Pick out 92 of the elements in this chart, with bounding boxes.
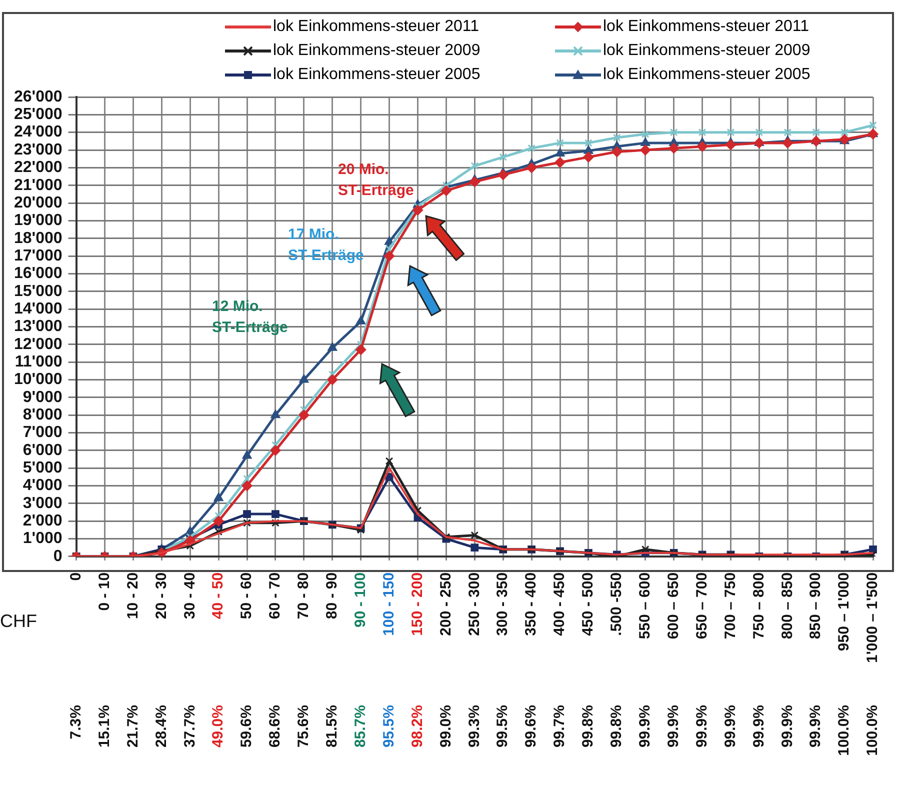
text: 95.5%	[380, 705, 398, 748]
y-tick-label: 17'000	[14, 247, 62, 264]
x-tick-label: 1'000 – 1'500	[864, 572, 882, 664]
y-tick-label: 16'000	[14, 265, 62, 282]
x-tick-label: 350 - 400	[522, 572, 540, 636]
x-tick-label: 200 - 250	[437, 572, 454, 636]
y-tick-label: 2'000	[22, 512, 62, 530]
x-tick-label: 40 - 50	[210, 572, 227, 620]
x-tick-label: 0	[67, 572, 84, 581]
x-tick-label: 850 – 900	[807, 572, 824, 640]
x-tick-label: 20 - 30	[152, 572, 170, 620]
text: 15.1%	[96, 705, 113, 748]
y-tick-label: 26'000	[14, 88, 62, 106]
y-tick-label: 0	[53, 548, 62, 565]
x-tick-label: 550 – 600	[636, 572, 654, 640]
text: 68.6%	[266, 705, 284, 748]
x-tick-label: 600 – 650	[664, 572, 682, 640]
x-tick-label: 80 - 90	[324, 572, 341, 620]
x-tick-label: 800 – 850	[778, 572, 796, 640]
text: 99.9%	[693, 705, 710, 748]
text: 99.8%	[580, 705, 597, 748]
y-tick-label: 20'000	[14, 194, 62, 212]
x-tick-label: 10 - 20	[124, 572, 142, 620]
y-tick-label: 11'000	[14, 353, 62, 370]
y-tick-label: 4'000	[22, 477, 62, 494]
text: 7.3%	[67, 705, 84, 740]
text: 99.9%	[722, 705, 739, 748]
y-tick-label: 23'000	[14, 141, 62, 158]
text: 99.9%	[807, 705, 824, 748]
x-tick-label: 70 - 80	[295, 572, 312, 620]
y-tick-label: 6'000	[22, 442, 62, 459]
x-tick-label: 950 – 1'000	[836, 572, 853, 652]
x-tick-label: 400 - 450	[551, 572, 568, 636]
legend-label: lok Einkommens-steuer 2005	[273, 66, 480, 84]
text: 59.6%	[238, 705, 256, 748]
text: 99.5%	[494, 705, 512, 748]
text: 99.9%	[636, 705, 654, 748]
y-tick-label: 3'000	[22, 494, 62, 512]
text: 99.6%	[522, 705, 540, 748]
x-tick-label: 100 - 150	[380, 572, 398, 636]
y-tick-label: 9'000	[22, 388, 62, 406]
text: 100.0%	[864, 705, 882, 756]
text: 99.7%	[551, 705, 568, 748]
x-tick-label: 750 – 800	[750, 572, 768, 640]
y-tick-label: 10'000	[14, 371, 62, 388]
y-tick-label: 14'000	[14, 300, 62, 318]
x-axis-title: CHF	[0, 610, 37, 631]
text: 99.9%	[778, 705, 796, 748]
legend-label: lok Einkommens-steuer 2011	[603, 18, 810, 36]
x-tick-label: 450 - 500	[580, 572, 597, 636]
text: 98.2%	[408, 705, 426, 748]
legend-label: lok Einkommens-steuer 2011	[273, 18, 480, 36]
y-tick-label: 8'000	[22, 406, 62, 424]
x-tick-label: 60 - 70	[266, 572, 284, 620]
text: 75.6%	[295, 705, 312, 748]
x-tick-label: 650 – 700	[693, 572, 710, 640]
y-tick-label: 13'000	[14, 318, 62, 336]
text: 100.0%	[836, 705, 853, 756]
text: 99.9%	[664, 705, 682, 748]
text: 85.7%	[352, 705, 369, 748]
y-tick-label: 25'000	[14, 106, 62, 124]
text: 49.0%	[210, 705, 227, 748]
text: 21.7%	[124, 705, 142, 748]
text: 99.9%	[750, 705, 768, 748]
x-tick-label: 30 - 40	[181, 572, 198, 620]
y-tick-label: 19'000	[14, 212, 62, 230]
x-tick-label: 90 - 100	[352, 572, 369, 628]
y-tick-label: 21'000	[14, 176, 62, 194]
x-tick-label: 300 - 350	[494, 572, 512, 636]
text: 37.7%	[181, 705, 198, 748]
x-tick-label: 700 – 750	[722, 572, 739, 640]
x-tick-label: 50 - 60	[238, 572, 256, 620]
text: 99.0%	[437, 705, 454, 748]
text: 99.8%	[608, 705, 626, 748]
legend-label: lok Einkommens-steuer 2005	[603, 66, 810, 84]
y-tick-label: 18'000	[14, 230, 62, 247]
legend-label: lok Einkommens-steuer 2009	[603, 42, 810, 60]
x-tick-label: 0 - 10	[96, 572, 113, 611]
y-tick-label: 1'000	[22, 530, 62, 548]
y-tick-label: 24'000	[14, 124, 62, 141]
y-tick-label: 22'000	[14, 159, 62, 176]
text: 99.3%	[466, 705, 483, 748]
legend-label: lok Einkommens-steuer 2009	[273, 42, 480, 60]
text: 28.4%	[152, 705, 170, 748]
y-tick-label: 7'000	[22, 424, 62, 442]
y-tick-label: 5'000	[22, 460, 62, 476]
x-tick-label: .500 -550	[608, 572, 626, 636]
x-tick-label: 150 - 200	[408, 572, 426, 636]
x-tick-label: 250 - 300	[466, 572, 483, 636]
y-tick-label: 15'000	[14, 282, 62, 300]
text: 81.5%	[324, 705, 341, 748]
y-tick-label: 12'000	[14, 336, 62, 353]
